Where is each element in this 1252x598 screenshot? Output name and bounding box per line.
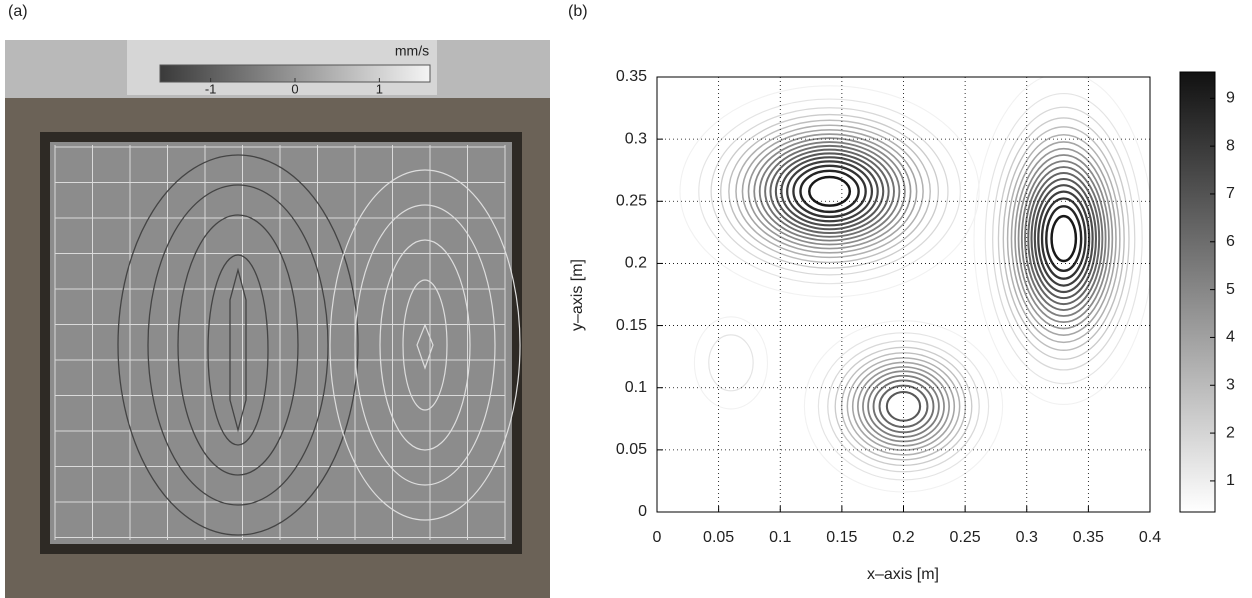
x-tick-label: 0.4 bbox=[1139, 529, 1161, 546]
contour-line bbox=[817, 332, 990, 481]
contour-line bbox=[1017, 154, 1110, 324]
y-tick-label: 0.1 bbox=[625, 379, 647, 396]
y-tick-label: 0.25 bbox=[616, 193, 647, 210]
colorbar-tick-label: 0 bbox=[291, 81, 298, 96]
contour-line bbox=[708, 334, 754, 392]
contour-line bbox=[808, 175, 852, 207]
contour-line bbox=[728, 119, 931, 264]
y-tick-label: 0.3 bbox=[625, 130, 647, 147]
x-tick-label: 0.35 bbox=[1073, 529, 1104, 546]
y-tick-label: 0.15 bbox=[616, 317, 647, 334]
contour-line bbox=[827, 340, 980, 473]
contour-line bbox=[872, 379, 935, 434]
contour-line bbox=[753, 137, 906, 246]
contour-line bbox=[851, 361, 956, 452]
contour-line bbox=[867, 374, 940, 438]
contour-line bbox=[1045, 205, 1083, 273]
contour-line bbox=[774, 152, 885, 231]
contour-line bbox=[741, 129, 918, 254]
y-tick-label: 0.2 bbox=[625, 255, 647, 272]
colorbar-tick-label: 4 bbox=[1226, 329, 1235, 346]
contour-line bbox=[973, 77, 1150, 405]
contour-line bbox=[786, 160, 874, 223]
panel-label: (a) bbox=[8, 3, 28, 20]
contour-line bbox=[780, 156, 879, 227]
contour-line bbox=[747, 133, 912, 250]
contour-line bbox=[710, 107, 949, 276]
colorbar-tick-label: -1 bbox=[205, 81, 217, 96]
contour-line bbox=[992, 106, 1136, 371]
contour-line bbox=[693, 316, 769, 410]
contour-line bbox=[1040, 197, 1087, 280]
contour-line bbox=[1006, 134, 1121, 344]
contour-line bbox=[1020, 160, 1107, 317]
colorbar-tick-label: 5 bbox=[1226, 281, 1235, 298]
contour-line bbox=[720, 113, 940, 269]
x-tick-label: 0.2 bbox=[892, 529, 914, 546]
contour-line bbox=[769, 148, 890, 235]
contour-line bbox=[799, 169, 860, 214]
contour-line bbox=[1010, 141, 1117, 336]
contour-line bbox=[984, 92, 1143, 385]
contour-line bbox=[735, 124, 924, 259]
panel-label: (b) bbox=[568, 3, 588, 20]
y-tick-label: 0 bbox=[638, 503, 647, 520]
colorbar-tick-label: 2 bbox=[1226, 424, 1235, 441]
colorbar-tick-label: 3 bbox=[1226, 376, 1235, 393]
x-tick-label: 0.25 bbox=[950, 529, 981, 546]
x-tick-label: 0 bbox=[653, 529, 662, 546]
contour-line bbox=[1024, 166, 1104, 311]
colorbar-tick-label: 6 bbox=[1226, 233, 1235, 250]
contour-line bbox=[885, 390, 922, 422]
contour-line bbox=[679, 85, 980, 298]
contour-line bbox=[792, 164, 867, 219]
photo-contours-light bbox=[329, 169, 521, 521]
contour-line bbox=[1030, 177, 1097, 300]
contour-line bbox=[698, 98, 961, 285]
photo-contours bbox=[117, 154, 359, 536]
x-tick-label: 0.05 bbox=[703, 529, 734, 546]
contour-line bbox=[758, 141, 901, 242]
colorbar bbox=[1179, 71, 1216, 513]
contour-line bbox=[1037, 190, 1091, 287]
y-tick-label: 0.35 bbox=[616, 68, 647, 85]
colorbar-unit: mm/s bbox=[395, 43, 429, 59]
contour-line bbox=[840, 352, 967, 461]
contour-line bbox=[1014, 147, 1114, 330]
y-axis-label: y–axis [m] bbox=[569, 259, 586, 331]
x-axis-label: x–axis [m] bbox=[867, 566, 939, 583]
photo-plate bbox=[50, 142, 512, 544]
contour-line bbox=[764, 144, 895, 238]
contour-line bbox=[1002, 126, 1125, 351]
x-tick-label: 0.15 bbox=[826, 529, 857, 546]
colorbar-tick-label: 1 bbox=[1226, 472, 1235, 489]
contour-line bbox=[1033, 184, 1094, 294]
contour-line bbox=[1050, 214, 1078, 263]
colorbar-tick-label: 7 bbox=[1226, 185, 1235, 202]
y-tick-label: 0.05 bbox=[616, 441, 647, 458]
contour-line bbox=[803, 320, 1004, 493]
colorbar-tick-label: 9 bbox=[1226, 90, 1235, 107]
x-tick-label: 0.3 bbox=[1016, 529, 1038, 546]
contour-line bbox=[997, 117, 1130, 360]
colorbar-tick-label: 8 bbox=[1226, 137, 1235, 154]
x-tick-label: 0.1 bbox=[769, 529, 791, 546]
colorbar-tick-label: 1 bbox=[376, 81, 383, 96]
contour-line bbox=[1027, 172, 1101, 306]
